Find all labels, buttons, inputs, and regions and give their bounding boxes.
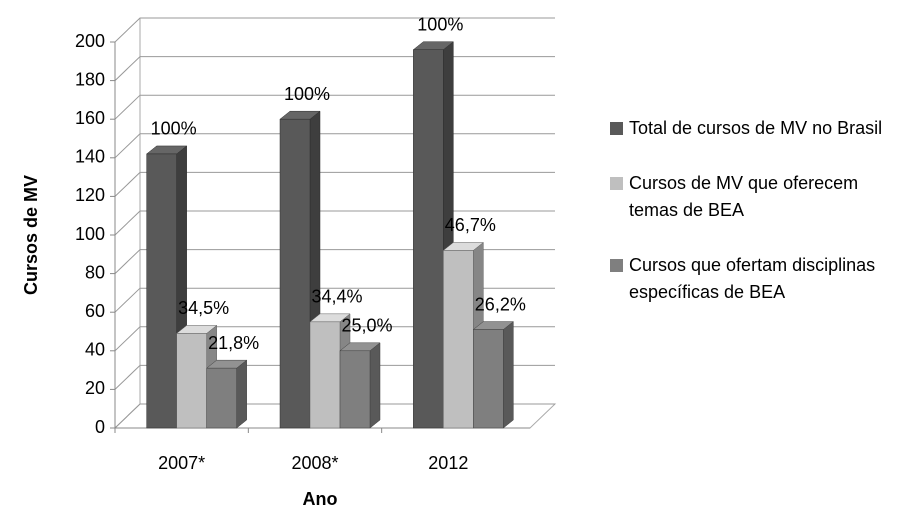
bar (413, 49, 444, 429)
legend-label: Cursos de MV que oferecem temas de BEA (629, 173, 859, 220)
x-tick-label: 2012 (428, 453, 468, 473)
bar-side (503, 321, 514, 429)
grid-line (114, 94, 555, 120)
legend-item: Cursos que ofertam disciplinas específic… (610, 252, 900, 306)
x-tick-label: 2007* (158, 453, 205, 473)
x-axis-title: Ano (303, 489, 338, 509)
data-label: 34,4% (311, 287, 362, 307)
bar (443, 250, 474, 429)
grid-line (114, 17, 555, 43)
legend: Total de cursos de MV no Brasil Cursos de… (610, 115, 900, 334)
data-label: 34,5% (178, 298, 229, 318)
legend-item: Total de cursos de MV no Brasil (610, 115, 900, 142)
legend-swatch (610, 122, 623, 135)
bar-side (369, 342, 381, 429)
y-tick-label: 60 (85, 301, 105, 321)
data-label: 100% (284, 84, 330, 104)
y-tick-label: 40 (85, 340, 105, 360)
bar (279, 118, 311, 429)
x-tick-label: 2008* (291, 453, 338, 473)
legend-swatch (610, 177, 623, 190)
legend-swatch (610, 259, 623, 272)
y-tick-label: 100 (75, 224, 105, 244)
bar (309, 321, 341, 429)
y-tick-label: 200 (75, 31, 105, 51)
y-tick-label: 80 (85, 262, 105, 282)
bar (473, 329, 504, 429)
bar (206, 367, 237, 429)
y-tick-label: 180 (75, 69, 105, 89)
grid-line (114, 56, 555, 81)
y-tick-label: 140 (75, 147, 105, 167)
data-label: 25,0% (341, 316, 392, 336)
bar (146, 153, 177, 429)
data-label: 46,7% (445, 215, 496, 235)
data-label: 21,8% (208, 333, 259, 353)
y-tick-label: 20 (85, 378, 105, 398)
legend-label: Cursos que ofertam disciplinas específic… (629, 255, 876, 302)
y-tick-label: 160 (75, 108, 105, 128)
data-label: 100% (151, 119, 197, 139)
legend-label: Total de cursos de MV no Brasil (629, 118, 883, 138)
data-label: 26,2% (475, 294, 526, 314)
y-tick-label: 0 (95, 417, 105, 437)
bar (339, 350, 371, 429)
data-label: 100% (417, 14, 463, 34)
y-tick-label: 120 (75, 185, 105, 205)
bar (176, 333, 207, 429)
legend-item: Cursos de MV que oferecem temas de BEA (610, 170, 900, 224)
y-axis-title: Cursos de MV (21, 175, 41, 295)
bar-side (236, 359, 247, 429)
